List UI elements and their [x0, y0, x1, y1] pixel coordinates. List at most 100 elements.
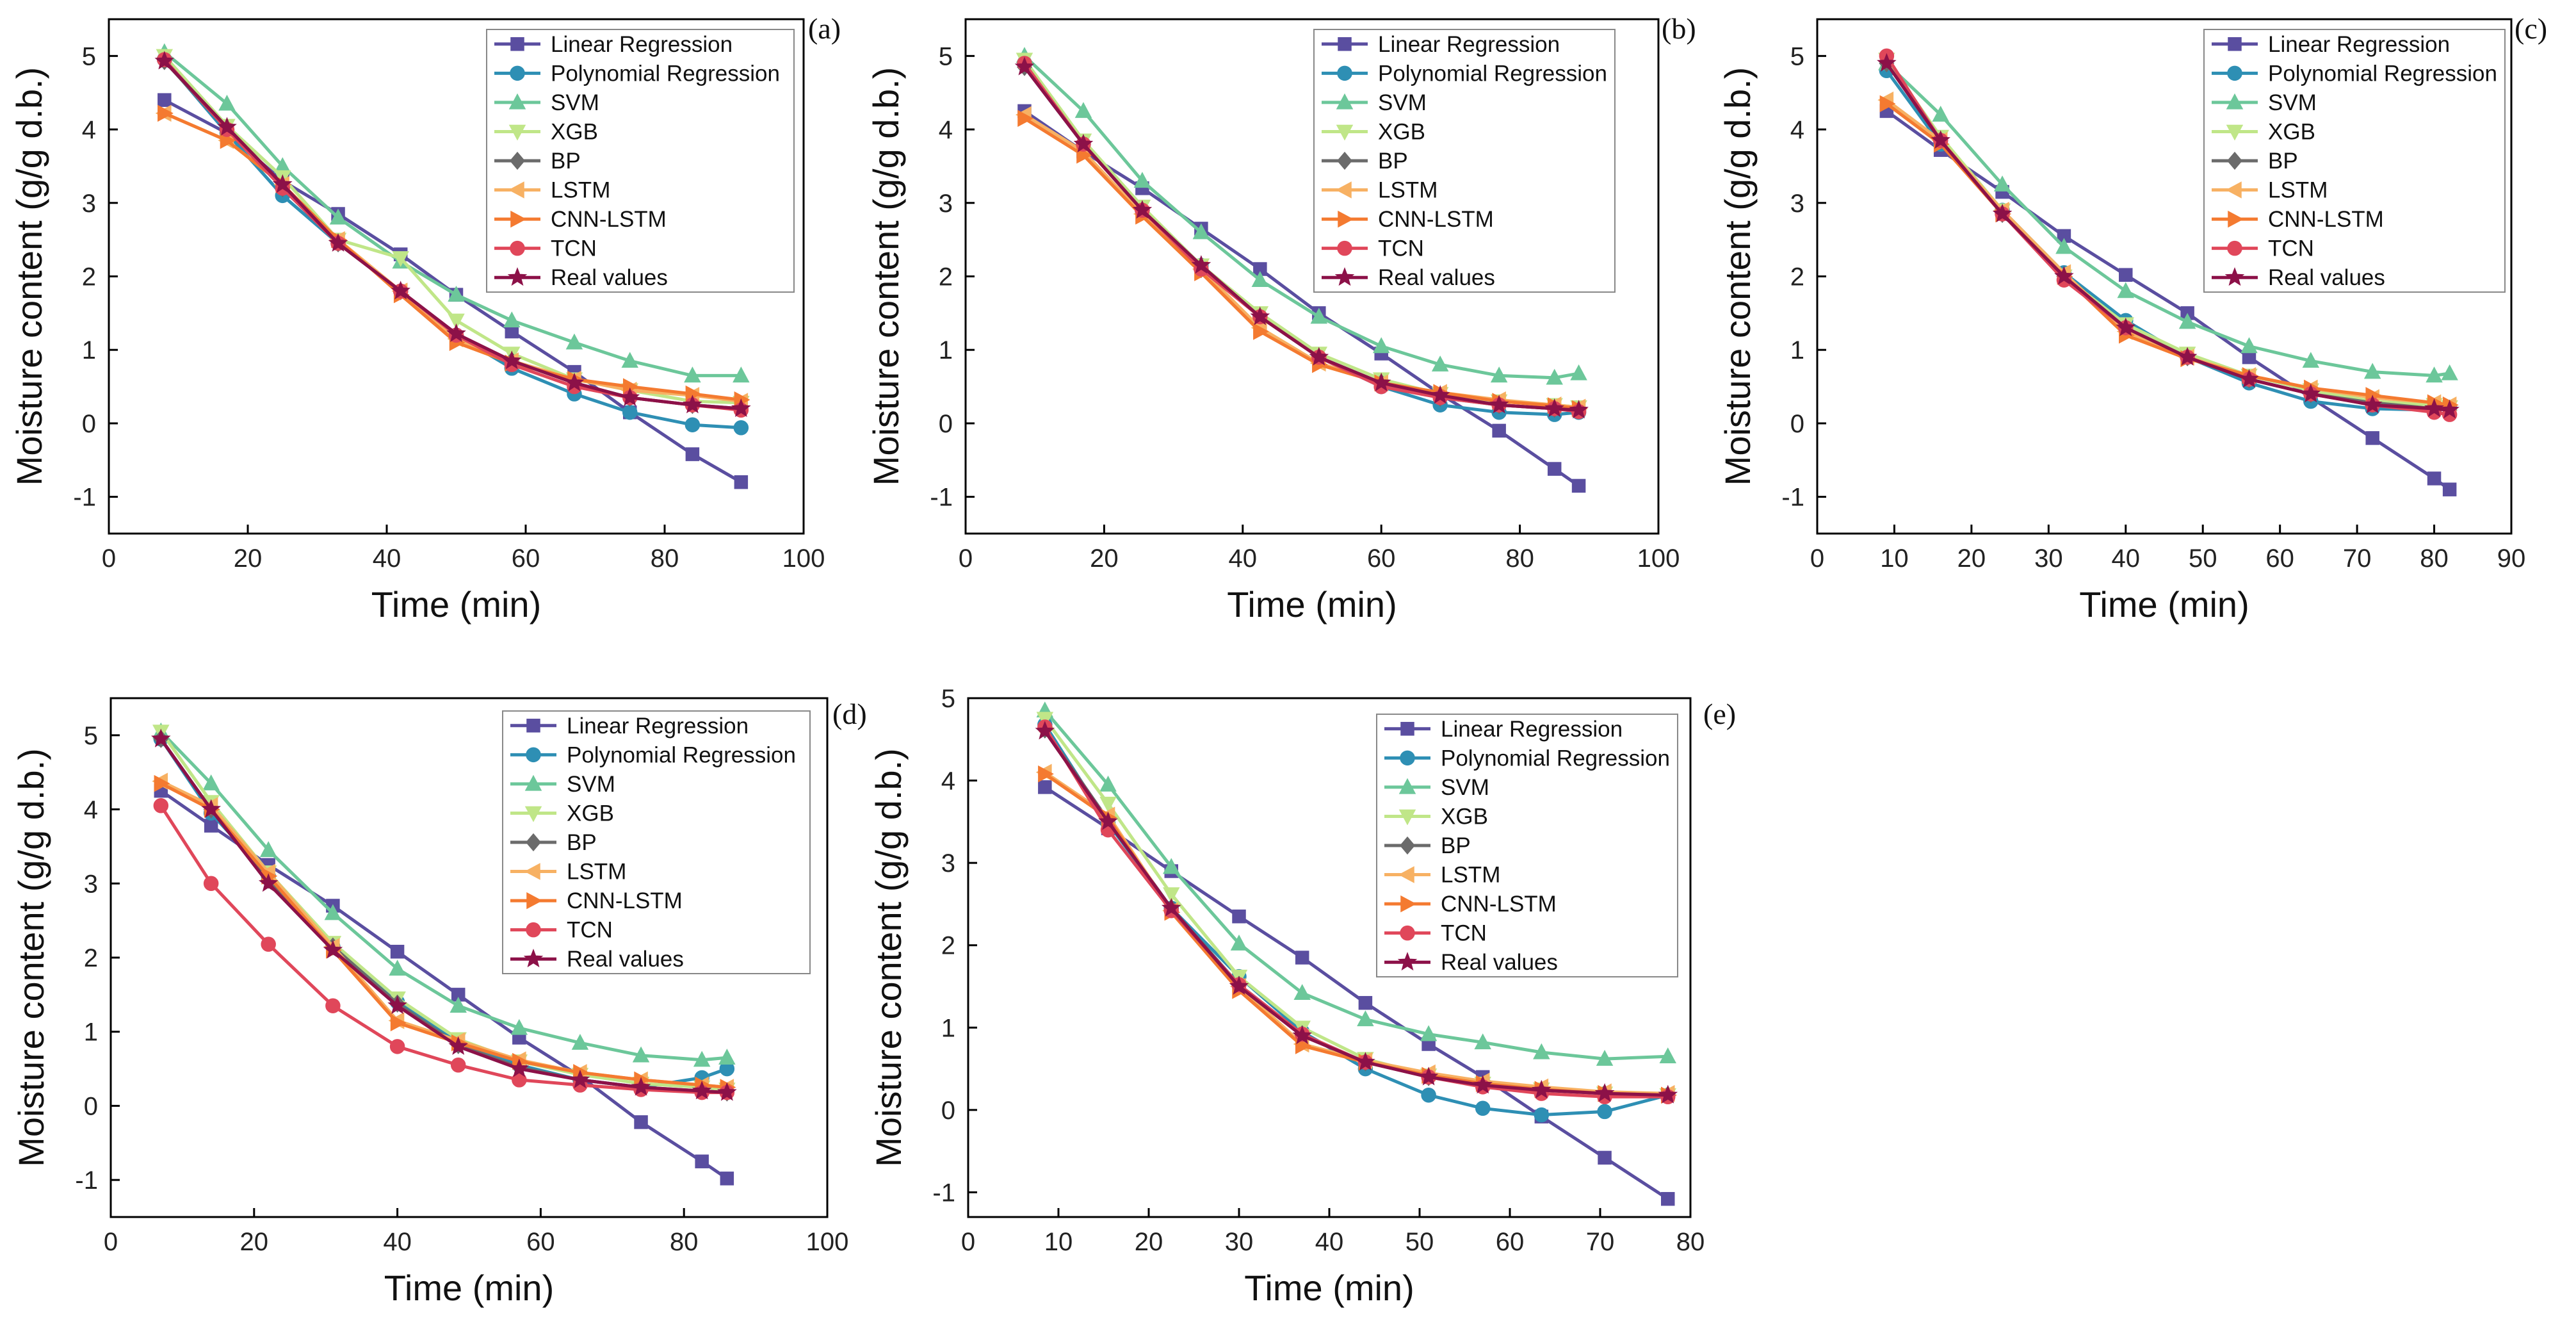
y-tick-label: -1	[73, 484, 96, 512]
legend-marker	[526, 833, 541, 852]
data-point	[1372, 337, 1390, 354]
legend-marker	[524, 863, 540, 880]
legend-marker	[508, 93, 526, 110]
data-point	[325, 998, 341, 1013]
x-tick-label: 0	[102, 544, 116, 573]
x-tick-label: 20	[234, 544, 263, 573]
y-tick-label: 4	[939, 116, 953, 144]
data-point	[390, 1014, 407, 1032]
panel-2: 0 20 40 60 80 100 -1 0 1 2 3 4 5 Time (min) Moisture c…	[866, 12, 1696, 625]
legend-marker	[1336, 93, 1354, 110]
data-point	[1074, 102, 1092, 118]
y-tick-label: 0	[84, 1092, 98, 1120]
data-point	[2362, 395, 2383, 414]
data-point	[1594, 1083, 1615, 1102]
data-point	[1073, 133, 1094, 152]
legend-marker	[1336, 124, 1354, 141]
data-point	[683, 395, 702, 414]
legend-label: XGB	[2268, 119, 2315, 144]
data-point	[151, 728, 171, 748]
data-point	[1230, 935, 1248, 951]
x-tick-label: 50	[2189, 544, 2217, 573]
data-point	[201, 799, 221, 818]
legend-label: SVM	[551, 90, 599, 115]
data-point	[1534, 1107, 1550, 1123]
y-tick-label: 5	[941, 685, 955, 713]
legend-label: BP	[2268, 149, 2298, 174]
data-point	[564, 372, 585, 391]
legend-label: Linear Regression	[2268, 32, 2450, 57]
legend-marker	[2227, 240, 2242, 256]
legend-marker	[1400, 836, 1415, 855]
data-point	[565, 333, 583, 350]
legend-marker	[523, 949, 544, 968]
y-tick-label: 5	[82, 42, 96, 70]
data-point	[1532, 1079, 1551, 1099]
legend: Linear Regression Polynomial Regression SV…	[1313, 29, 1616, 293]
legend-label: BP	[1441, 833, 1471, 858]
data-point	[448, 1036, 468, 1055]
data-point	[685, 417, 701, 432]
data-point	[1191, 255, 1211, 274]
legend-marker	[1337, 151, 1352, 170]
legend-label: LSTM	[1441, 863, 1500, 888]
data-point	[1597, 1104, 1612, 1120]
data-point	[1358, 995, 1373, 1010]
data-point	[1473, 1075, 1493, 1094]
x-tick-label: 20	[240, 1228, 269, 1256]
x-axis-title: Time (min)	[384, 1268, 554, 1308]
y-tick-label: 0	[1790, 410, 1804, 438]
legend-label: Polynomial Regression	[1378, 61, 1607, 86]
data-point	[622, 404, 638, 420]
data-point	[450, 1058, 466, 1073]
x-tick-label: 100	[1637, 544, 1680, 573]
x-tick-label: 40	[373, 544, 401, 573]
data-point	[1038, 780, 1052, 794]
x-tick-label: 50	[1405, 1228, 1434, 1256]
legend-marker	[510, 240, 525, 256]
legend-label: XGB	[1441, 804, 1488, 829]
data-point	[1661, 1191, 1675, 1206]
legend-label: TCN	[1378, 236, 1424, 261]
legend-label: CNN-LSTM	[567, 888, 683, 913]
data-point	[389, 960, 406, 976]
data-point	[1546, 368, 1563, 385]
data-point	[154, 774, 170, 792]
x-tick-label: 60	[2265, 544, 2294, 573]
data-point	[621, 352, 638, 368]
legend-label: BP	[551, 149, 581, 174]
y-tick-label: 1	[84, 1018, 98, 1047]
y-tick-label: 1	[941, 1014, 955, 1042]
y-tick-label: 4	[1790, 116, 1804, 144]
legend-label: Real values	[567, 947, 684, 972]
legend-label: LSTM	[1378, 178, 1438, 203]
data-point	[2442, 482, 2457, 496]
data-point	[685, 447, 700, 461]
panel-label: (a)	[808, 12, 841, 45]
x-axis-title: Time (min)	[1244, 1268, 1414, 1308]
legend-label: TCN	[1441, 921, 1487, 946]
legend-label: XGB	[551, 119, 598, 144]
x-tick-label: 10	[1044, 1228, 1073, 1256]
data-point	[1250, 306, 1270, 325]
legend: Linear Regression Polynomial Regression SV…	[1376, 714, 1678, 977]
data-point	[1192, 223, 1210, 240]
y-axis-title: Moisture content (g/g d.b.)	[866, 67, 906, 486]
data-point	[202, 774, 220, 790]
y-tick-label: -1	[75, 1166, 98, 1195]
y-tick-label: 2	[1790, 263, 1804, 291]
panel-label: (c)	[2515, 12, 2547, 45]
legend-marker	[524, 806, 542, 822]
legend-marker	[524, 774, 542, 791]
legend-marker	[1335, 181, 1352, 199]
data-point	[2426, 366, 2443, 383]
data-point	[1017, 110, 1034, 127]
data-point	[1293, 984, 1311, 1001]
x-tick-label: 40	[1229, 544, 1258, 573]
data-point	[391, 281, 410, 300]
data-point	[1357, 1010, 1374, 1027]
legend-label: Real values	[1441, 950, 1558, 975]
series-svm	[1016, 47, 1587, 385]
